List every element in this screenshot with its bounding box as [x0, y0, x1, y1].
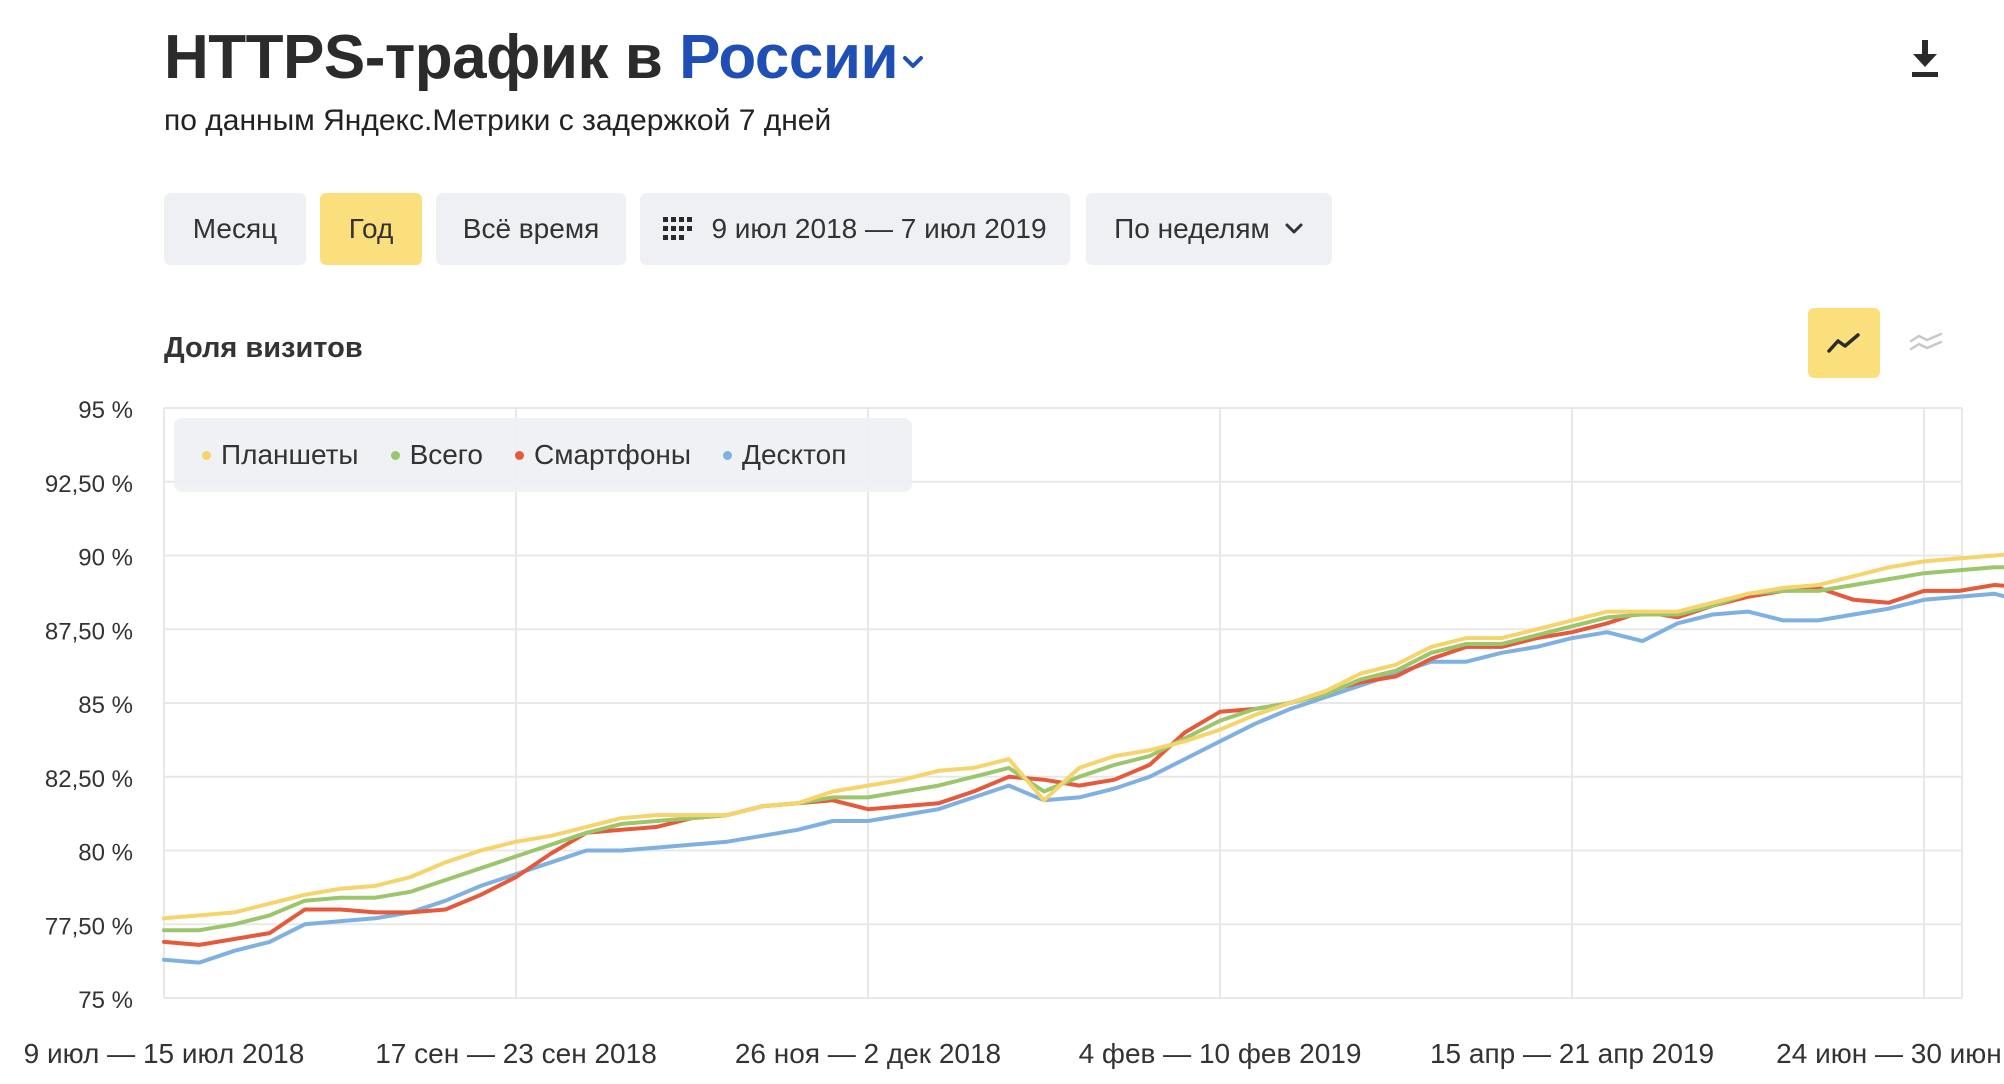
grouping-select[interactable]: По неделям	[1086, 193, 1332, 265]
period-year-button[interactable]: Год	[320, 193, 422, 265]
legend-dot	[514, 450, 524, 460]
area-chart-icon	[1909, 332, 1943, 351]
x-tick-label: 26 ноя — 2 дек 2018	[735, 1038, 1001, 1069]
legend-item[interactable]: Планшеты	[202, 439, 359, 471]
y-tick-label: 87,50 %	[45, 618, 133, 645]
date-range-button[interactable]: 9 июл 2018 — 7 июл 2019	[640, 193, 1070, 265]
legend-label: Десктоп	[742, 439, 847, 470]
legend-label: Планшеты	[221, 439, 359, 470]
x-tick-label: 17 сен — 23 сен 2018	[375, 1038, 657, 1069]
download-button[interactable]	[1908, 38, 1942, 78]
period-all-button[interactable]: Всё время	[436, 193, 626, 265]
legend-item[interactable]: Всего	[390, 439, 483, 471]
legend-dot	[202, 450, 211, 460]
region-selector[interactable]: России	[679, 23, 926, 92]
y-tick-label: 75 %	[78, 987, 133, 1014]
y-tick-label: 92,50 %	[45, 471, 133, 498]
grouping-label: По неделям	[1114, 213, 1270, 244]
date-range-label: 9 июл 2018 — 7 июл 2019	[711, 213, 1047, 244]
period-month-button[interactable]: Месяц	[164, 193, 306, 265]
page-title: HTTPS-трафик в России	[164, 22, 926, 93]
series-line	[162, 552, 2004, 921]
y-tick-label: 82,50 %	[45, 766, 133, 793]
y-tick-label: 95 %	[78, 397, 133, 424]
legend-label: Всего	[409, 439, 483, 470]
series-line	[162, 591, 2004, 965]
line-chart-icon	[1827, 333, 1860, 353]
x-tick-label: 9 июл — 15 июл 2018	[24, 1038, 305, 1069]
y-tick-label: 80 %	[78, 840, 133, 867]
legend-item[interactable]: Десктоп	[723, 439, 846, 471]
x-tick-label: 15 апр — 21 апр 2019	[1430, 1038, 1714, 1069]
title-prefix: HTTPS-трафик в	[164, 23, 680, 92]
chart-legend: Планшеты Всего Смартфоны Десктоп	[174, 418, 912, 492]
legend-label: Смартфоны	[533, 439, 692, 470]
legend-dot	[390, 450, 400, 460]
y-tick-label: 90 %	[78, 545, 133, 572]
series-line	[162, 565, 2004, 933]
legend-dot	[723, 450, 733, 460]
line-view-button[interactable]	[1808, 308, 1880, 378]
y-tick-label: 77,50 %	[45, 913, 133, 940]
area-view-button[interactable]	[1890, 308, 1962, 378]
region-label: России	[679, 23, 899, 92]
calendar-icon	[663, 217, 693, 240]
chevron-down-icon	[1285, 223, 1303, 234]
y-tick-label: 85 %	[78, 692, 133, 719]
chevron-down-icon	[903, 55, 924, 68]
page-subtitle: по данным Яндекс.Метрики с задержкой 7 д…	[164, 104, 832, 137]
chart-section-title: Доля визитов	[164, 332, 363, 364]
legend-item[interactable]: Смартфоны	[514, 439, 692, 471]
x-tick-label: 24 июн — 30 июн 2019	[1776, 1038, 2004, 1069]
x-tick-label: 4 фев — 10 фев 2019	[1079, 1038, 1362, 1069]
download-icon	[1912, 40, 1938, 77]
